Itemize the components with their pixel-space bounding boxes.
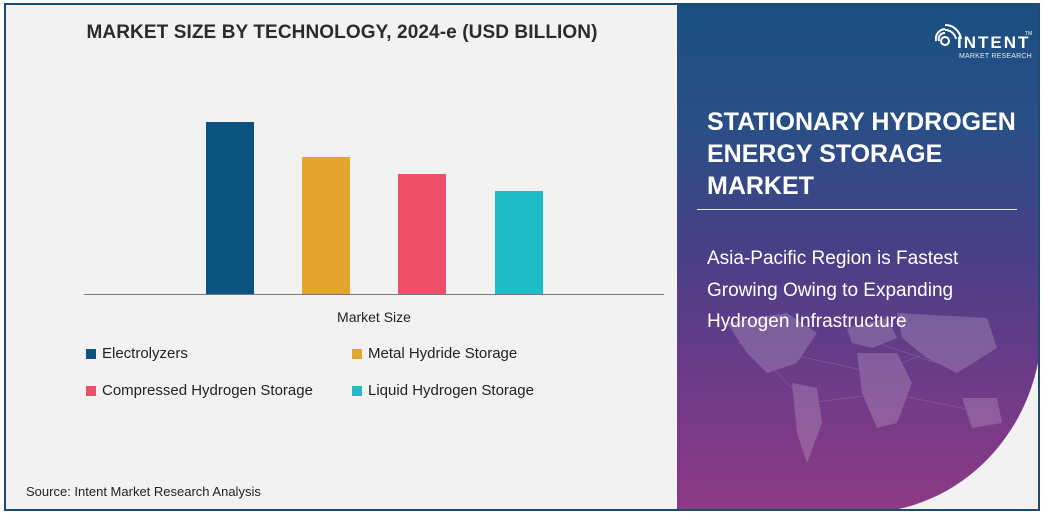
legend-swatch: [86, 348, 96, 359]
legend-label: Electrolyzers: [102, 345, 188, 362]
logo-trademark: TM: [1025, 31, 1033, 37]
legend-label: Metal Hydride Storage: [368, 345, 518, 362]
legend-item-compressed-hydrogen-storage: Compressed Hydrogen Storage: [86, 382, 313, 399]
legend-item-metal-hydride-storage: Metal Hydride Storage: [352, 345, 517, 362]
infographic-frame: MARKET SIZE BY TECHNOLOGY, 2024-e (USD B…: [4, 3, 1040, 511]
x-axis-line: [84, 293, 664, 295]
report-title: STATIONARY HYDROGEN ENERGY STORAGE MARKE…: [707, 108, 1016, 200]
bar-liquid-hydrogen-storage: [495, 191, 543, 294]
title-divider: [697, 209, 1017, 210]
legend-label: Compressed Hydrogen Storage: [102, 382, 313, 399]
logo-wordmark: INTENT: [957, 33, 1031, 52]
x-axis-label: Market Size: [337, 309, 411, 325]
report-title-panel: INTENT TM MARKET RESEARCH STATIONARY HYD…: [677, 5, 1038, 509]
report-highlight: Asia-Pacific Region is Fastest Growing O…: [707, 248, 959, 332]
legend-swatch: [352, 385, 362, 396]
legend-swatch: [86, 385, 96, 396]
legend-item-electrolyzers: Electrolyzers: [86, 345, 188, 362]
logo-subtitle: MARKET RESEARCH: [959, 53, 1032, 60]
bar-electrolyzers: [206, 122, 254, 294]
legend-label: Liquid Hydrogen Storage: [368, 382, 534, 399]
bar-compressed-hydrogen-storage: [398, 174, 446, 294]
legend-swatch: [352, 348, 362, 359]
signal-waves-icon: [935, 23, 962, 46]
source-note: Source: Intent Market Research Analysis: [26, 484, 261, 499]
world-map-icon: [727, 313, 1002, 463]
chart-title: MARKET SIZE BY TECHNOLOGY, 2024-e (USD B…: [86, 22, 598, 43]
bar-metal-hydride-storage: [302, 157, 350, 294]
legend-item-liquid-hydrogen-storage: Liquid Hydrogen Storage: [352, 382, 534, 399]
intent-logo: INTENT TM MARKET RESEARCH: [935, 17, 1035, 67]
bar-plot-area: [84, 85, 664, 295]
